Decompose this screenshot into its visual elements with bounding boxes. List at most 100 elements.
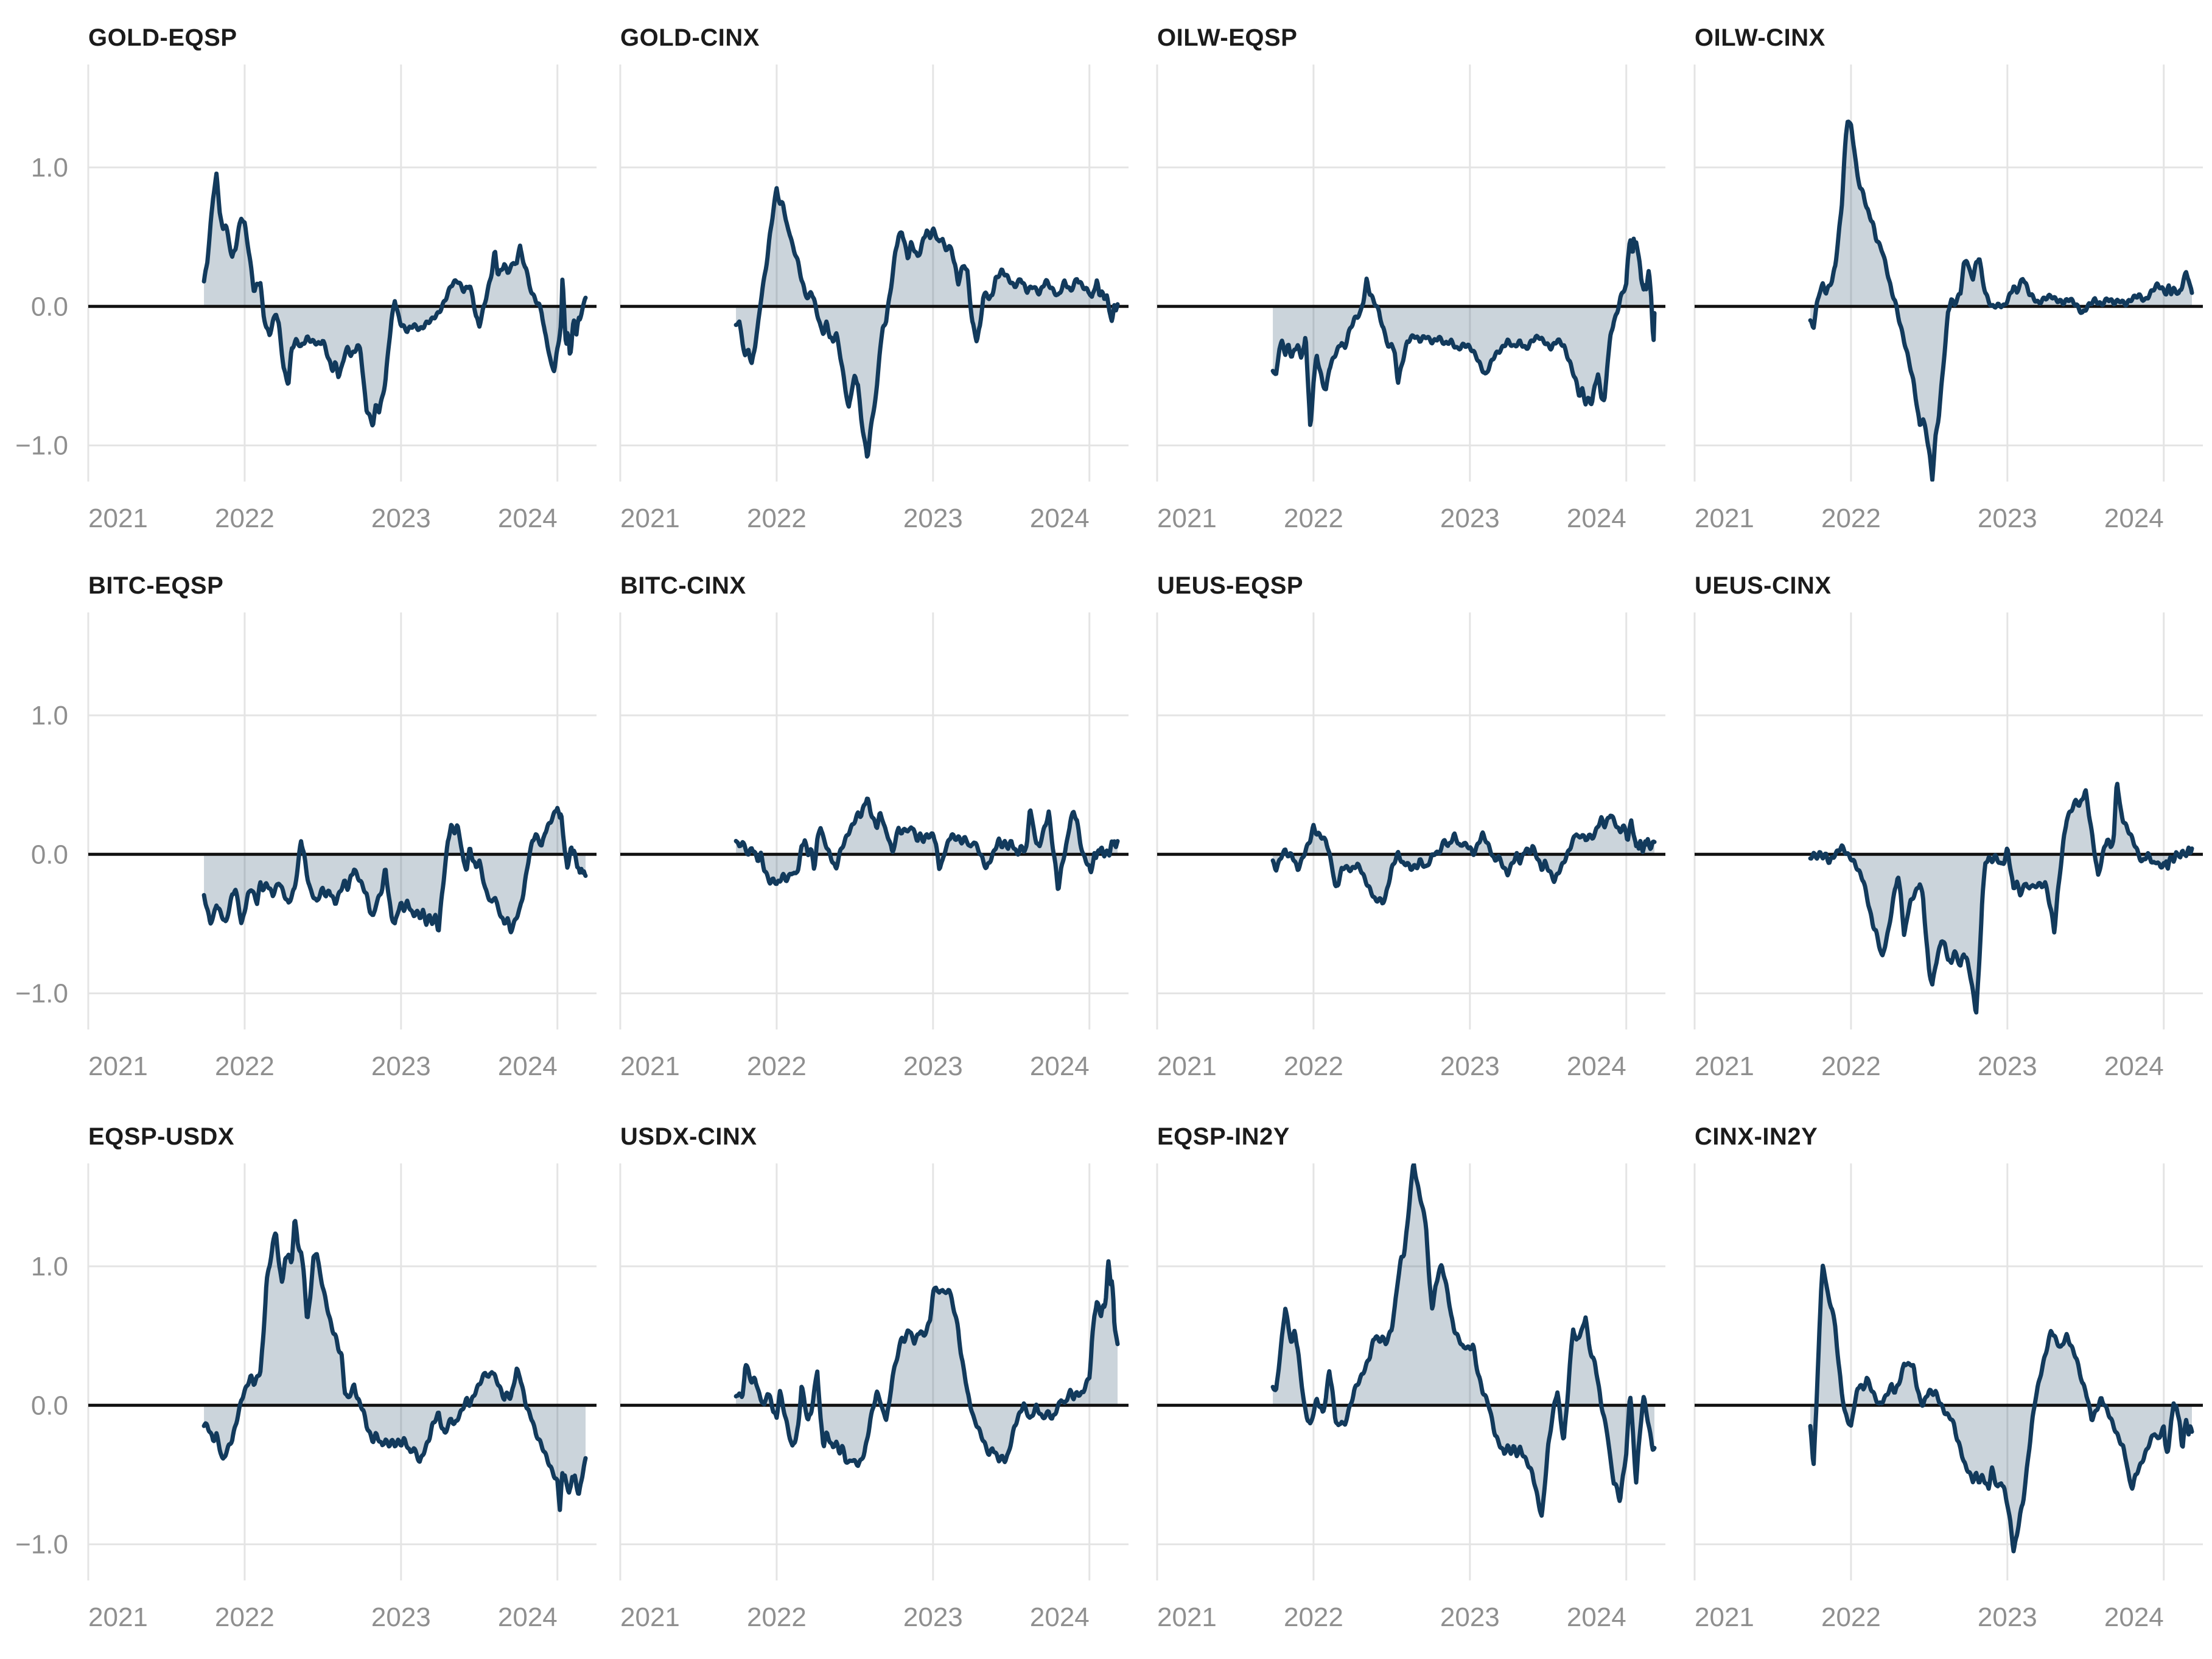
area-fill-usdx-cinx: [736, 1261, 1118, 1466]
chart-eqsp-in2y: EQSP-IN2Y 2021 2022 2023 2024: [1069, 1123, 1675, 1659]
chart-eqsp-usdx: EQSP-USDX 2021 2022 2023 2024 1.0 0.0 −1.0: [0, 1123, 606, 1659]
x-tick-label: 2023: [903, 503, 963, 533]
series-line-oilw-cinx: [1808, 119, 2194, 482]
series-line-gold-eqsp: [201, 171, 588, 428]
series-line-bitc-eqsp: [201, 805, 588, 935]
chart-title: USDX-CINX: [620, 1123, 757, 1150]
x-tick-label: 2024: [1030, 1051, 1090, 1081]
x-tick-label: 2022: [1821, 503, 1881, 533]
chart-title: OILW-CINX: [1695, 24, 1825, 51]
x-tick-label: 2023: [1440, 1602, 1500, 1632]
plot-area-bitc-eqsp: 2021 2022 2023 2024 1.0 0.0 −1.0: [15, 612, 597, 1081]
chart-title: BITC-CINX: [620, 572, 746, 599]
plot-area-bitc-cinx: 2021 2022 2023 2024: [619, 612, 1129, 1081]
x-tick-label: 2021: [1695, 1602, 1754, 1632]
area-fill-ueus-eqsp: [1273, 815, 1654, 903]
y-tick-label: 1.0: [31, 1252, 68, 1282]
area-fill-oilw-cinx: [1810, 121, 2192, 480]
x-tick-label: 2021: [620, 1051, 680, 1081]
plot-area-ueus-cinx: 2021 2022 2023 2024: [1693, 612, 2203, 1081]
x-tick-label: 2022: [747, 1051, 807, 1081]
chart-title: UEUS-EQSP: [1157, 572, 1304, 599]
x-tick-label: 2021: [620, 503, 680, 533]
area-fill-eqsp-usdx: [204, 1221, 586, 1510]
chart-title: GOLD-CINX: [620, 24, 760, 51]
chart-bitc-eqsp: BITC-EQSP 2021 2022 2023 2024 1.0 0.0 −1.0: [0, 572, 606, 1108]
area-fill-bitc-eqsp: [204, 808, 586, 933]
plot-area-gold-cinx: 2021 2022 2023 2024: [619, 65, 1129, 533]
chart-title: EQSP-USDX: [88, 1123, 235, 1150]
series-line-ueus-eqsp: [1270, 813, 1657, 906]
plot-area-oilw-cinx: 2021 2022 2023 2024: [1693, 65, 2203, 533]
x-tick-label: 2022: [1284, 1051, 1343, 1081]
chart-cinx-in2y: CINX-IN2Y 2021 2022 2023 2024: [1606, 1123, 2212, 1659]
x-tick-label: 2022: [215, 1602, 275, 1632]
plot-area-cinx-in2y: 2021 2022 2023 2024: [1693, 1163, 2203, 1632]
x-tick-label: 2023: [1978, 1602, 2037, 1632]
y-tick-label: −1.0: [15, 979, 68, 1009]
plot-area-gold-eqsp: 2021 2022 2023 2024 1.0 0.0 −1.0: [15, 65, 597, 533]
x-tick-label: 2023: [371, 1051, 431, 1081]
area-fill-gold-eqsp: [204, 174, 586, 426]
chart-bitc-cinx: BITC-CINX 2021 2022 2023 2024: [532, 572, 1138, 1108]
x-tick-label: 2022: [1821, 1051, 1881, 1081]
area-fill-bitc-cinx: [736, 798, 1118, 889]
x-tick-label: 2024: [1030, 1602, 1090, 1632]
chart-title: CINX-IN2Y: [1695, 1123, 1818, 1150]
series-line-cinx-in2y: [1808, 1263, 2194, 1554]
chart-title: BITC-EQSP: [88, 572, 224, 599]
x-tick-label: 2022: [1284, 503, 1343, 533]
x-tick-label: 2023: [1440, 1051, 1500, 1081]
y-tick-label: 0.0: [31, 1391, 68, 1420]
x-tick-label: 2021: [88, 1051, 148, 1081]
x-tick-label: 2021: [1695, 1051, 1754, 1081]
series-line-bitc-cinx: [733, 796, 1120, 891]
y-tick-label: 0.0: [31, 840, 68, 869]
chart-gold-eqsp: GOLD-EQSP 2021 2022 2023 2024 1.0 0.0 −1.0: [0, 24, 606, 560]
x-tick-label: 2021: [1157, 503, 1217, 533]
x-tick-label: 2021: [1695, 503, 1754, 533]
series-line-ueus-cinx: [1808, 782, 2194, 1015]
series-line-oilw-eqsp: [1270, 236, 1657, 427]
x-tick-label: 2021: [1157, 1051, 1217, 1081]
area-fill-oilw-eqsp: [1273, 239, 1654, 425]
x-tick-label: 2024: [498, 1602, 558, 1632]
plot-area-eqsp-usdx: 2021 2022 2023 2024 1.0 0.0 −1.0: [15, 1163, 597, 1632]
x-tick-label: 2024: [2104, 1602, 2164, 1632]
x-tick-label: 2024: [498, 1051, 558, 1081]
series-line-usdx-cinx: [733, 1259, 1120, 1468]
chart-usdx-cinx: USDX-CINX 2021 2022 2023 2024: [532, 1123, 1138, 1659]
plot-area-oilw-eqsp: 2021 2022 2023 2024: [1156, 65, 1665, 533]
x-tick-label: 2022: [215, 1051, 275, 1081]
x-tick-label: 2023: [1978, 1051, 2037, 1081]
x-tick-label: 2024: [2104, 1051, 2164, 1081]
chart-gold-cinx: GOLD-CINX 2021 2022 2023 2024: [532, 24, 1138, 560]
x-tick-label: 2023: [371, 1602, 431, 1632]
y-tick-label: −1.0: [15, 1530, 68, 1560]
y-tick-label: −1.0: [15, 431, 68, 461]
y-tick-label: 0.0: [31, 292, 68, 321]
chart-title: GOLD-EQSP: [88, 24, 237, 51]
series-line-eqsp-usdx: [201, 1219, 588, 1512]
chart-ueus-cinx: UEUS-CINX 2021 2022 2023 2024: [1606, 572, 2212, 1108]
x-tick-label: 2022: [1821, 1602, 1881, 1632]
y-tick-label: 1.0: [31, 701, 68, 731]
area-fill-eqsp-in2y: [1273, 1164, 1654, 1516]
x-tick-label: 2023: [371, 503, 431, 533]
chart-title: EQSP-IN2Y: [1157, 1123, 1290, 1150]
x-tick-label: 2023: [903, 1051, 963, 1081]
x-tick-label: 2023: [1978, 503, 2037, 533]
x-tick-label: 2024: [1567, 503, 1626, 533]
x-tick-label: 2024: [1567, 1602, 1626, 1632]
x-tick-label: 2022: [1284, 1602, 1343, 1632]
x-tick-label: 2024: [1030, 503, 1090, 533]
x-tick-label: 2021: [1157, 1602, 1217, 1632]
x-tick-label: 2022: [747, 503, 807, 533]
chart-oilw-cinx: OILW-CINX 2021 2022 2023 2024: [1606, 24, 2212, 560]
chart-title: OILW-EQSP: [1157, 24, 1298, 51]
area-fill-ueus-cinx: [1810, 784, 2192, 1012]
series-line-eqsp-in2y: [1270, 1163, 1657, 1518]
plot-area-eqsp-in2y: 2021 2022 2023 2024: [1156, 1163, 1665, 1632]
y-tick-label: 1.0: [31, 153, 68, 183]
x-tick-label: 2021: [88, 1602, 148, 1632]
